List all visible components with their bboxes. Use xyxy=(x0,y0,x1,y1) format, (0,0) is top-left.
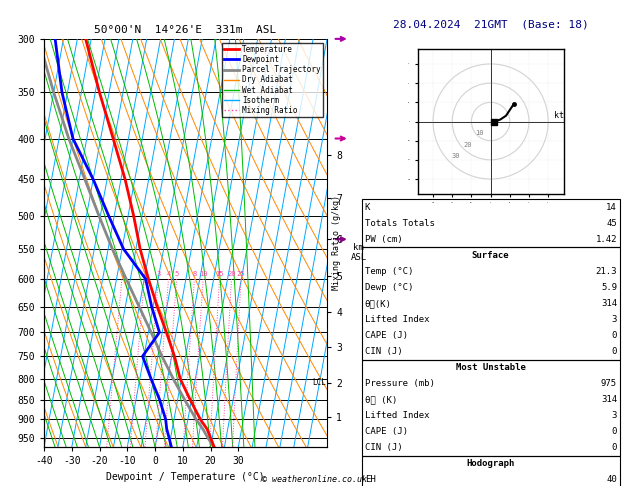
Text: 8: 8 xyxy=(192,271,196,277)
Text: 4: 4 xyxy=(167,271,170,277)
Text: 314: 314 xyxy=(601,395,617,404)
Y-axis label: hPa: hPa xyxy=(0,233,1,243)
Text: Temp (°C): Temp (°C) xyxy=(365,267,413,276)
Text: Lifted Index: Lifted Index xyxy=(365,315,430,324)
Text: LCL: LCL xyxy=(312,379,326,387)
Text: Surface: Surface xyxy=(472,251,509,260)
Text: Most Unstable: Most Unstable xyxy=(455,363,526,372)
Text: CIN (J): CIN (J) xyxy=(365,347,403,356)
X-axis label: Dewpoint / Temperature (°C): Dewpoint / Temperature (°C) xyxy=(106,472,265,482)
Text: 20: 20 xyxy=(227,271,236,277)
Text: 14: 14 xyxy=(606,203,617,212)
Text: Hodograph: Hodograph xyxy=(467,459,515,469)
Text: Pressure (mb): Pressure (mb) xyxy=(365,379,435,388)
Text: 5.9: 5.9 xyxy=(601,283,617,292)
Text: 28.04.2024  21GMT  (Base: 18): 28.04.2024 21GMT (Base: 18) xyxy=(392,19,589,30)
Text: Totals Totals: Totals Totals xyxy=(365,219,435,228)
Text: PW (cm): PW (cm) xyxy=(365,235,403,244)
Text: θᴄ (K): θᴄ (K) xyxy=(365,395,397,404)
Text: 1: 1 xyxy=(120,271,124,277)
Text: EH: EH xyxy=(365,475,376,485)
Title: 50°00'N  14°26'E  331m  ASL: 50°00'N 14°26'E 331m ASL xyxy=(94,25,277,35)
Text: 5: 5 xyxy=(174,271,179,277)
Text: Dewp (°C): Dewp (°C) xyxy=(365,283,413,292)
Text: K: K xyxy=(365,203,370,212)
Text: Lifted Index: Lifted Index xyxy=(365,411,430,420)
Y-axis label: km
ASL: km ASL xyxy=(350,243,367,262)
Text: 15: 15 xyxy=(215,271,224,277)
Legend: Temperature, Dewpoint, Parcel Trajectory, Dry Adiabat, Wet Adiabat, Isotherm, Mi: Temperature, Dewpoint, Parcel Trajectory… xyxy=(221,43,323,117)
Text: 10: 10 xyxy=(475,130,483,136)
Text: Mixing Ratio (g/kg): Mixing Ratio (g/kg) xyxy=(332,195,341,291)
Text: 3: 3 xyxy=(611,315,617,324)
Text: 30: 30 xyxy=(452,153,460,159)
Text: 975: 975 xyxy=(601,379,617,388)
Text: kt: kt xyxy=(554,111,564,120)
Text: 25: 25 xyxy=(237,271,245,277)
Text: CIN (J): CIN (J) xyxy=(365,443,403,452)
Text: 21.3: 21.3 xyxy=(596,267,617,276)
Text: 10: 10 xyxy=(199,271,208,277)
Text: 0: 0 xyxy=(611,443,617,452)
Text: 0: 0 xyxy=(611,347,617,356)
Text: CAPE (J): CAPE (J) xyxy=(365,331,408,340)
Text: © weatheronline.co.uk: © weatheronline.co.uk xyxy=(262,474,367,484)
Text: θᴄ(K): θᴄ(K) xyxy=(365,299,392,308)
Text: 40: 40 xyxy=(606,475,617,485)
Text: 45: 45 xyxy=(606,219,617,228)
Text: 20: 20 xyxy=(464,141,472,148)
Text: CAPE (J): CAPE (J) xyxy=(365,427,408,436)
Text: 2: 2 xyxy=(142,271,147,277)
Text: 3: 3 xyxy=(156,271,160,277)
Text: 0: 0 xyxy=(611,427,617,436)
Text: 1.42: 1.42 xyxy=(596,235,617,244)
Text: 0: 0 xyxy=(611,331,617,340)
Text: 314: 314 xyxy=(601,299,617,308)
Text: 3: 3 xyxy=(611,411,617,420)
